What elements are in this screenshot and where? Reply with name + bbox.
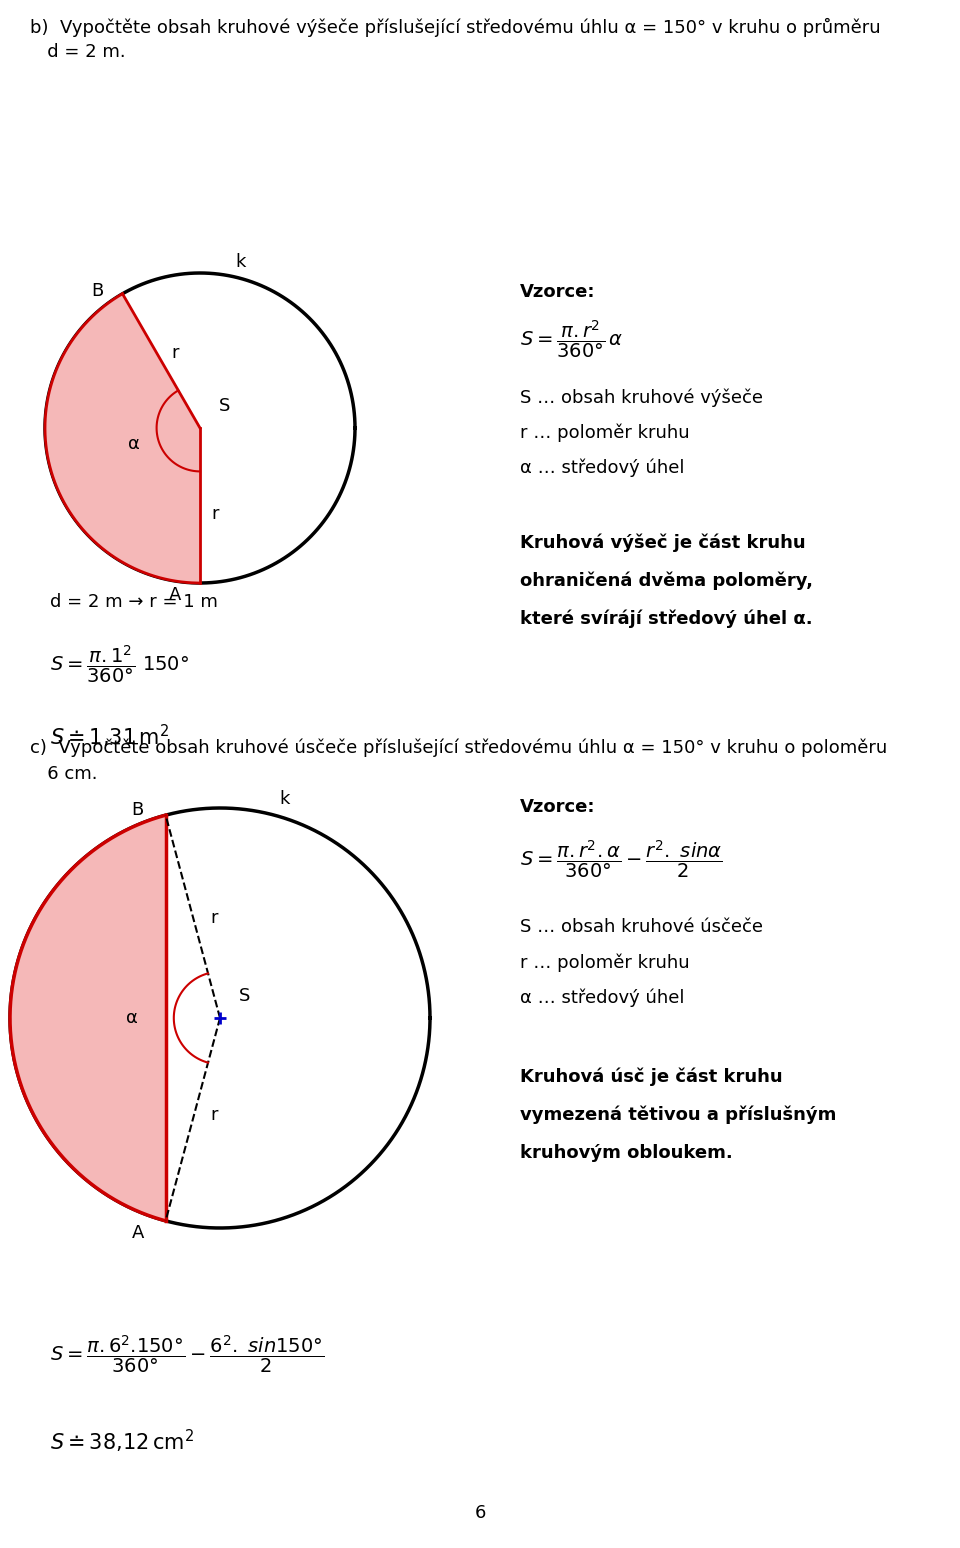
Text: $S = \dfrac{\pi.1^2}{360°}\ 150°$: $S = \dfrac{\pi.1^2}{360°}\ 150°$ <box>50 642 189 684</box>
Text: Kruhová úsč je část kruhu: Kruhová úsč je část kruhu <box>520 1068 782 1087</box>
Text: kruhovým obloukem.: kruhovým obloukem. <box>520 1144 732 1163</box>
Text: k: k <box>235 254 246 271</box>
Text: c)  Vypočtěte obsah kruhové úsčeče příslušející středovému úhlu α = 150° v kruhu: c) Vypočtěte obsah kruhové úsčeče příslu… <box>30 738 887 757</box>
Text: Vzorce:: Vzorce: <box>520 283 595 300</box>
Text: $S = \dfrac{\pi.r^2.\alpha}{360°} - \dfrac{r^2.\ \mathit{sin}\alpha}{2}$: $S = \dfrac{\pi.r^2.\alpha}{360°} - \dfr… <box>520 837 723 879</box>
Text: S: S <box>219 396 230 415</box>
Text: S … obsah kruhové úsčeče: S … obsah kruhové úsčeče <box>520 918 763 937</box>
Text: ohraničená dvěma poloměry,: ohraničená dvěma poloměry, <box>520 571 813 590</box>
Text: které svírájí středový úhel α.: které svírájí středový úhel α. <box>520 608 812 627</box>
Text: α … středový úhel: α … středový úhel <box>520 988 684 1006</box>
Text: $S \doteq 38{,}12\,\mathrm{cm}^2$: $S \doteq 38{,}12\,\mathrm{cm}^2$ <box>50 1427 194 1455</box>
Text: $S \doteq 1{,}31\,\mathrm{m}^2$: $S \doteq 1{,}31\,\mathrm{m}^2$ <box>50 723 169 751</box>
Polygon shape <box>10 816 166 1221</box>
Polygon shape <box>45 294 200 584</box>
Text: r: r <box>210 909 218 927</box>
Text: b)  Vypočtěte obsah kruhové výšeče příslušející středovému úhlu α = 150° v kruhu: b) Vypočtěte obsah kruhové výšeče příslu… <box>30 19 880 37</box>
Text: d = 2 m → r = 1 m: d = 2 m → r = 1 m <box>50 593 218 611</box>
Text: 6: 6 <box>474 1505 486 1522</box>
Text: k: k <box>279 791 290 808</box>
Text: vymezená tětivou a příslušným: vymezená tětivou a příslušným <box>520 1105 836 1124</box>
Text: B: B <box>132 802 144 819</box>
Text: S … obsah kruhové výšeče: S … obsah kruhové výšeče <box>520 389 763 407</box>
Text: Kruhová výšeč je část kruhu: Kruhová výšeč je část kruhu <box>520 533 805 551</box>
Text: A: A <box>169 587 181 604</box>
Text: r: r <box>211 505 219 523</box>
Text: r: r <box>171 344 179 362</box>
Text: r … poloměr kruhu: r … poloměr kruhu <box>520 954 689 972</box>
Text: d = 2 m.: d = 2 m. <box>30 43 126 60</box>
Text: B: B <box>91 282 104 300</box>
Text: S: S <box>239 988 251 1005</box>
Text: A: A <box>132 1224 144 1241</box>
Text: α … středový úhel: α … středový úhel <box>520 458 684 477</box>
Text: $S = \dfrac{\pi.6^2.150°}{360°} - \dfrac{6^2.\ \mathit{sin}150°}{2}$: $S = \dfrac{\pi.6^2.150°}{360°} - \dfrac… <box>50 1333 324 1375</box>
Text: α: α <box>126 1009 137 1026</box>
Text: r … poloměr kruhu: r … poloměr kruhu <box>520 423 689 441</box>
Text: α: α <box>129 435 140 454</box>
Text: 6 cm.: 6 cm. <box>30 765 98 783</box>
Text: r: r <box>210 1107 218 1124</box>
Text: Vzorce:: Vzorce: <box>520 799 595 816</box>
Text: $S = \dfrac{\pi.r^2}{360°}\,\alpha$: $S = \dfrac{\pi.r^2}{360°}\,\alpha$ <box>520 317 623 361</box>
